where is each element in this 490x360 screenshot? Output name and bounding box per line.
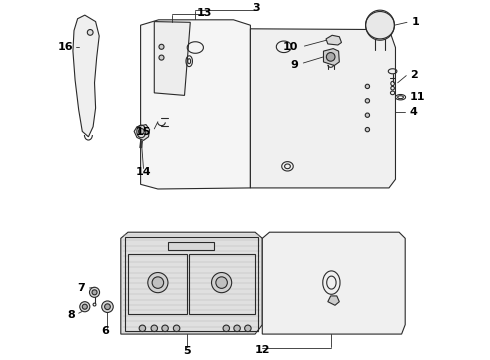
Circle shape	[326, 53, 335, 61]
Text: 11: 11	[410, 92, 425, 102]
Circle shape	[173, 325, 180, 332]
Circle shape	[92, 290, 97, 295]
Text: 6: 6	[101, 326, 109, 336]
Text: 4: 4	[409, 107, 417, 117]
Circle shape	[104, 304, 110, 310]
Text: 3: 3	[252, 3, 260, 13]
Circle shape	[159, 44, 164, 49]
Text: 7: 7	[77, 283, 85, 293]
Polygon shape	[134, 125, 149, 140]
Circle shape	[245, 325, 251, 332]
Circle shape	[90, 287, 99, 297]
Circle shape	[152, 277, 164, 288]
Polygon shape	[262, 232, 405, 334]
Circle shape	[216, 277, 227, 288]
Circle shape	[87, 30, 93, 35]
Text: 9: 9	[291, 60, 298, 70]
Circle shape	[223, 325, 229, 332]
Text: 10: 10	[283, 42, 298, 52]
Circle shape	[151, 325, 157, 332]
Text: 13: 13	[197, 8, 212, 18]
Polygon shape	[366, 10, 394, 40]
Text: 14: 14	[136, 167, 151, 177]
Text: 5: 5	[184, 346, 191, 356]
Polygon shape	[141, 20, 250, 189]
Polygon shape	[323, 49, 339, 66]
Text: 1: 1	[411, 17, 419, 27]
Circle shape	[159, 55, 164, 60]
Circle shape	[102, 301, 113, 312]
Polygon shape	[326, 35, 342, 45]
Circle shape	[365, 113, 369, 117]
Circle shape	[365, 127, 369, 132]
Circle shape	[80, 302, 90, 312]
Polygon shape	[154, 22, 190, 95]
Circle shape	[82, 304, 87, 309]
Circle shape	[234, 325, 240, 332]
Circle shape	[365, 84, 369, 89]
Text: 2: 2	[411, 70, 418, 80]
Circle shape	[139, 325, 146, 332]
Text: 16: 16	[57, 42, 73, 52]
Text: 15: 15	[135, 127, 151, 138]
Polygon shape	[121, 232, 262, 334]
Circle shape	[212, 273, 232, 293]
Polygon shape	[73, 15, 99, 137]
Circle shape	[162, 325, 169, 332]
Circle shape	[148, 273, 168, 293]
Text: 8: 8	[67, 310, 75, 320]
Polygon shape	[328, 296, 339, 305]
Polygon shape	[250, 29, 395, 188]
Text: 12: 12	[254, 345, 270, 355]
Polygon shape	[168, 242, 215, 250]
Circle shape	[365, 99, 369, 103]
Circle shape	[139, 129, 144, 134]
